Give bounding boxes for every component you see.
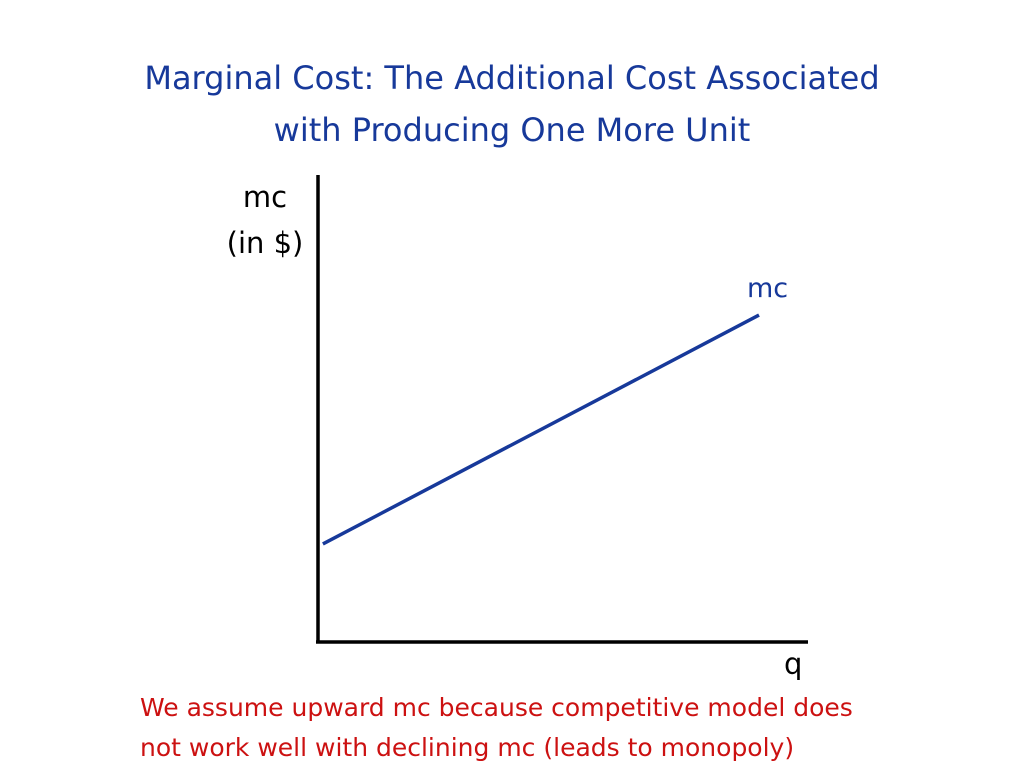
mc-series-line: [322, 313, 760, 546]
x-axis-label: q: [784, 647, 803, 681]
slide-title: Marginal Cost: The Additional Cost Assoc…: [60, 52, 964, 156]
footnote-line-2: not work well with declining mc (leads t…: [140, 733, 795, 762]
title-line-1: Marginal Cost: The Additional Cost Assoc…: [144, 59, 880, 97]
y-axis-label-line-2: (in $): [226, 226, 304, 260]
mc-series-label: mc: [747, 273, 788, 304]
footnote: We assume upward mc because competitive …: [140, 688, 1000, 768]
y-axis-label: mc (in $): [210, 174, 320, 266]
y-axis-label-line-1: mc: [242, 180, 288, 214]
footnote-line-1: We assume upward mc because competitive …: [140, 693, 853, 722]
title-line-2: with Producing One More Unit: [273, 111, 751, 149]
